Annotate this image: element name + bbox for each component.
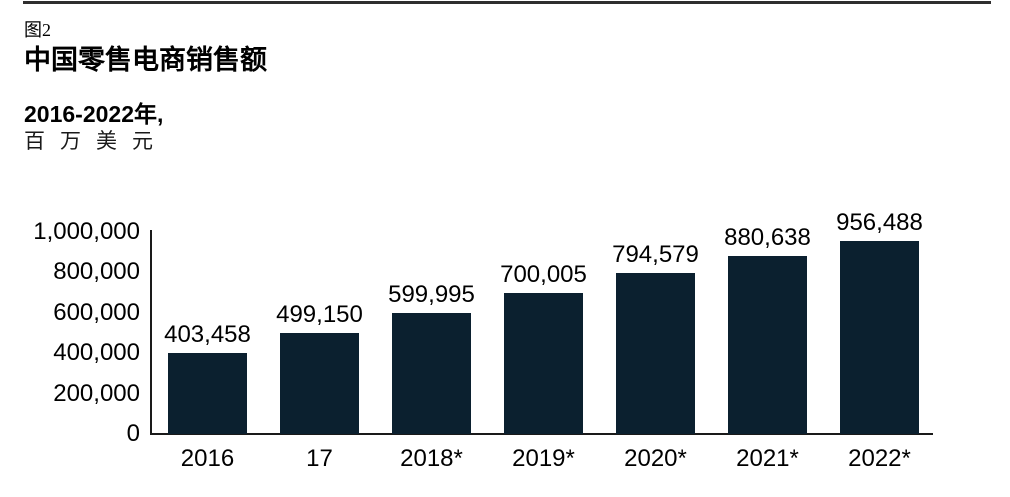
x-tick-label: 2021*	[736, 445, 799, 472]
top-rule-divider	[23, 1, 991, 4]
x-tick-label: 2018*	[400, 445, 463, 472]
bar	[616, 273, 695, 434]
bar-value-label: 956,488	[836, 209, 923, 236]
bar	[728, 256, 807, 434]
y-tick-label: 1,000,000	[33, 218, 140, 245]
x-axis-line	[150, 433, 933, 435]
figure-unit-subtitle: 百万美元	[24, 129, 168, 153]
figure-period-subtitle: 2016-2022年,	[24, 101, 164, 127]
bar-value-label: 880,638	[724, 224, 811, 251]
bar	[168, 353, 247, 434]
x-tick-label: 2019*	[512, 445, 575, 472]
bar-value-label: 499,150	[276, 301, 363, 328]
bar	[280, 333, 359, 434]
bar-value-label: 794,579	[612, 241, 699, 268]
x-tick-label: 2020*	[624, 445, 687, 472]
y-tick-label: 200,000	[53, 379, 140, 407]
y-tick-label: 800,000	[53, 258, 140, 286]
y-tick-label: 600,000	[53, 298, 140, 326]
x-tick-label: 17	[306, 445, 333, 472]
bar-value-label: 599,995	[388, 281, 475, 308]
x-tick-label: 2022*	[848, 445, 911, 472]
bar	[392, 313, 471, 434]
y-tick-label: 400,000	[53, 339, 140, 367]
bar	[504, 293, 583, 434]
figure-title: 中国零售电商销售额	[24, 45, 267, 75]
y-axis-line	[150, 230, 152, 435]
bar	[840, 241, 919, 434]
bar-value-label: 403,458	[164, 321, 251, 348]
figure-number-label: 图2	[24, 20, 51, 40]
x-tick-label: 2016	[180, 445, 235, 472]
bar-value-label: 700,005	[500, 261, 587, 288]
y-tick-label: 0	[126, 420, 140, 447]
